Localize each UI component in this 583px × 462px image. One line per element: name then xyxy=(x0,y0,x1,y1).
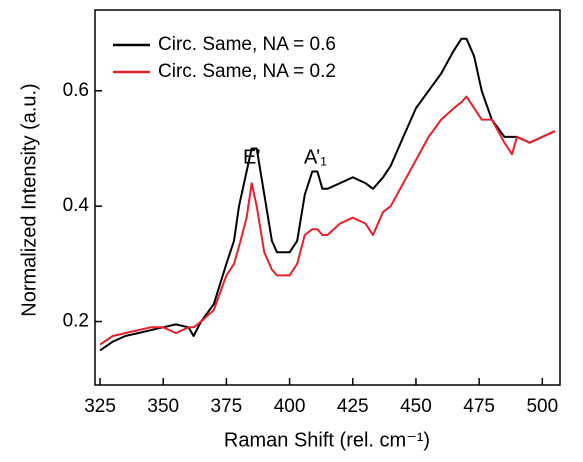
y-axis-title: Normalized Intensity (a.u.) xyxy=(18,83,40,316)
x-axis-title: Raman Shift (rel. cm⁻¹) xyxy=(224,429,430,451)
x-tick-label: 350 xyxy=(147,396,179,417)
legend-label: Circ. Same, NA = 0.2 xyxy=(158,61,336,82)
data-line xyxy=(99,37,556,352)
x-tick-label: 375 xyxy=(211,396,243,417)
data-line xyxy=(99,95,556,346)
plot-frame xyxy=(94,9,561,386)
x-tick-label: 500 xyxy=(526,396,558,417)
y-tick-label: 0.4 xyxy=(63,195,90,216)
y-tick-label: 0.6 xyxy=(63,80,89,101)
x-tick-label: 475 xyxy=(463,396,495,417)
x-tick-label: 425 xyxy=(337,396,369,417)
annotation: E’ xyxy=(243,146,261,168)
x-tick-label: 450 xyxy=(400,396,432,417)
legend-label: Circ. Same, NA = 0.6 xyxy=(158,34,336,55)
y-tick-label: 0.2 xyxy=(63,311,89,332)
x-tick-label: 400 xyxy=(274,396,306,417)
x-tick-label: 325 xyxy=(84,396,116,417)
annotation: A’₁ xyxy=(304,146,327,168)
